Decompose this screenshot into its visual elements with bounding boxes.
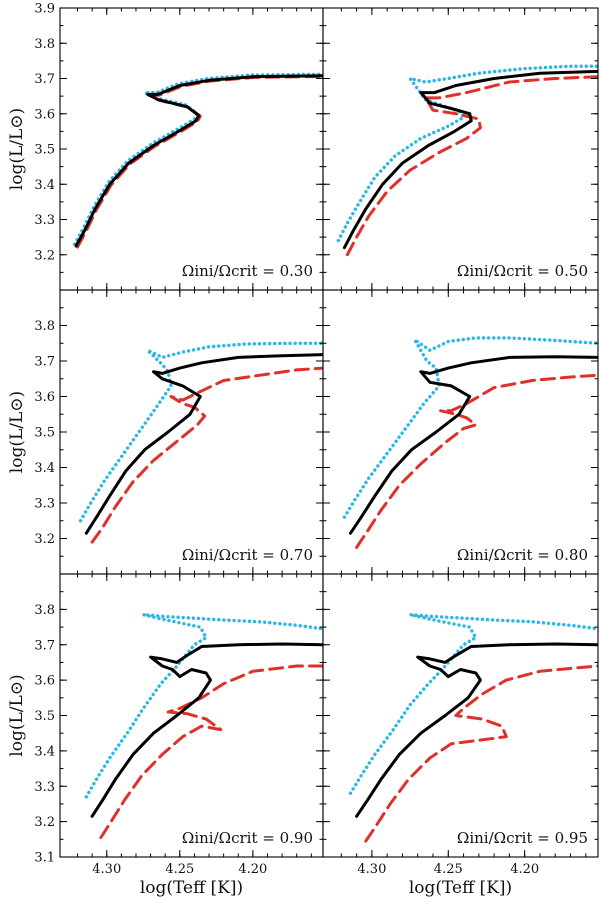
series-black-line bbox=[355, 642, 598, 818]
y-tick-label: 3.2 bbox=[34, 815, 55, 830]
y-tick-label: 3.8 bbox=[34, 37, 55, 52]
y-tick-label: 3.1 bbox=[34, 851, 55, 866]
y-tick-label: 3.3 bbox=[34, 780, 55, 795]
y-tick-label: 3.3 bbox=[34, 213, 55, 228]
series-red-line bbox=[90, 366, 323, 544]
y-tick-label: 3.4 bbox=[34, 744, 55, 759]
panel-annotation: Ωini/Ωcrit = 0.90 bbox=[182, 829, 313, 847]
series-cyan-line bbox=[72, 72, 323, 246]
x-axis-label: log(Teff [K]) bbox=[140, 878, 243, 898]
y-tick-label: 3.8 bbox=[34, 319, 55, 334]
series-red-line bbox=[99, 664, 323, 839]
y-tick-label: 3.9 bbox=[34, 2, 55, 17]
series-red-line bbox=[76, 74, 323, 249]
y-tick-label: 3.6 bbox=[34, 107, 55, 122]
panel-5: 3.1 3.2 3.3 3.4 3.5 3.6 3.7 3.8 Ωini/Ωcrit = 0.9… bbox=[7, 573, 324, 898]
y-tick-label: 3.5 bbox=[34, 709, 55, 724]
y-axis-label: log(L/L⊙) bbox=[7, 391, 27, 473]
series-black-line bbox=[342, 69, 598, 250]
x-tick-label: 4.30 bbox=[357, 862, 386, 877]
series-red-line bbox=[364, 664, 598, 843]
panel-annotation: Ωini/Ωcrit = 0.70 bbox=[182, 546, 313, 564]
series-black-line bbox=[349, 355, 598, 535]
y-tick-label: 3.6 bbox=[34, 390, 55, 405]
x-tick-label: 4.30 bbox=[92, 862, 121, 877]
x-tick-label: 4.25 bbox=[165, 862, 194, 877]
panel-3: 3.2 3.3 3.4 3.5 3.6 3.7 3.8 Ωini/Ωcrit = 0.70 lo… bbox=[7, 289, 324, 575]
x-tick-label: 4.25 bbox=[434, 862, 463, 877]
y-tick-label: 3.4 bbox=[34, 461, 55, 476]
x-tick-label: 4.20 bbox=[238, 862, 267, 877]
panel-frame bbox=[322, 289, 599, 575]
panel-frame bbox=[322, 7, 599, 291]
x-tick-label: 4.20 bbox=[510, 862, 539, 877]
y-axis-label: log(L/L⊙) bbox=[7, 108, 27, 190]
y-tick-label: 3.7 bbox=[34, 355, 55, 370]
series-cyan-line bbox=[348, 613, 598, 795]
panel-1: 3.2 3.3 3.4 3.5 3.6 3.7 3.8 3.9 Ωini/Ωcrit = 0.3… bbox=[7, 2, 324, 291]
y-tick-label: 3.2 bbox=[34, 248, 55, 263]
series-black-line bbox=[74, 74, 323, 248]
y-tick-label: 3.5 bbox=[34, 426, 55, 441]
series-black-line bbox=[90, 642, 323, 818]
panel-frame bbox=[59, 7, 324, 291]
panel-annotation: Ωini/Ωcrit = 0.95 bbox=[457, 829, 588, 847]
y-tick-label: 3.5 bbox=[34, 143, 55, 158]
y-axis-label: log(L/L⊙) bbox=[7, 674, 27, 756]
y-tick-label: 3.2 bbox=[34, 532, 55, 547]
series-red-line bbox=[345, 75, 598, 257]
series-cyan-line bbox=[342, 336, 598, 519]
panel-frame bbox=[322, 573, 599, 858]
series-cyan-line bbox=[78, 341, 323, 523]
y-tick-label: 3.8 bbox=[34, 603, 55, 618]
series-red-line bbox=[355, 373, 598, 549]
panel-2: Ωini/Ωcrit = 0.50 bbox=[322, 7, 599, 291]
panel-annotation: Ωini/Ωcrit = 0.80 bbox=[457, 546, 588, 564]
panel-annotation: Ωini/Ωcrit = 0.50 bbox=[457, 262, 588, 280]
panel-4: Ωini/Ωcrit = 0.80 bbox=[322, 289, 599, 575]
x-axis-label: log(Teff [K]) bbox=[409, 878, 512, 898]
y-tick-label: 3.3 bbox=[34, 497, 55, 512]
y-tick-label: 3.7 bbox=[34, 72, 55, 87]
y-tick-label: 3.7 bbox=[34, 638, 55, 653]
panel-annotation: Ωini/Ωcrit = 0.30 bbox=[182, 262, 313, 280]
y-tick-label: 3.6 bbox=[34, 674, 55, 689]
y-tick-label: 3.4 bbox=[34, 178, 55, 193]
series-cyan-line bbox=[84, 613, 323, 799]
series-black-line bbox=[84, 353, 323, 535]
